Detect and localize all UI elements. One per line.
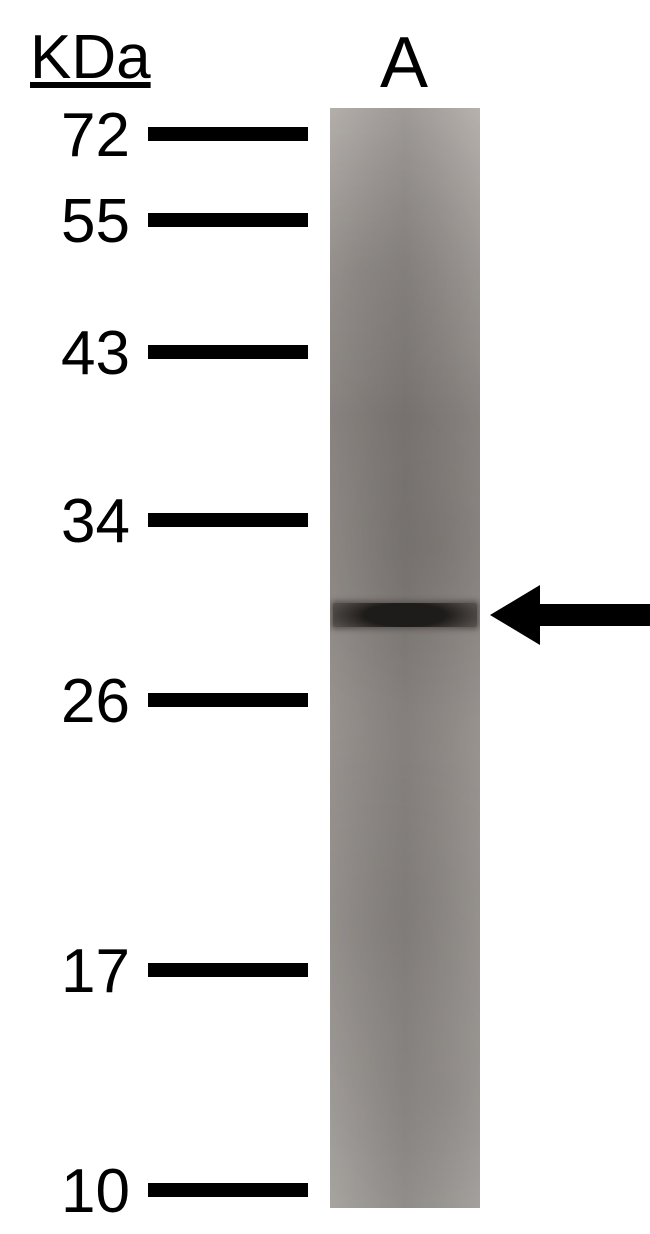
mw-marker-tick [148, 963, 308, 977]
axis-unit-label: KDa [30, 22, 151, 93]
mw-marker-label: 10 [0, 1156, 130, 1227]
mw-marker-label: 26 [0, 666, 130, 737]
mw-marker-label: 43 [0, 318, 130, 389]
blot-lane [330, 108, 480, 1208]
mw-marker-tick [148, 1183, 308, 1197]
blot-smudge [330, 108, 480, 1208]
mw-marker-label: 72 [0, 100, 130, 171]
mw-marker-label: 55 [0, 186, 130, 257]
mw-marker-label: 34 [0, 486, 130, 557]
mw-marker-tick [148, 127, 308, 141]
blot-band [333, 603, 477, 627]
lane-label: A [380, 22, 428, 104]
mw-marker-label: 17 [0, 936, 130, 1007]
mw-marker-tick [148, 345, 308, 359]
mw-marker-tick [148, 513, 308, 527]
mw-marker-tick [148, 213, 308, 227]
band-arrow-icon [488, 581, 650, 649]
mw-marker-tick [148, 693, 308, 707]
